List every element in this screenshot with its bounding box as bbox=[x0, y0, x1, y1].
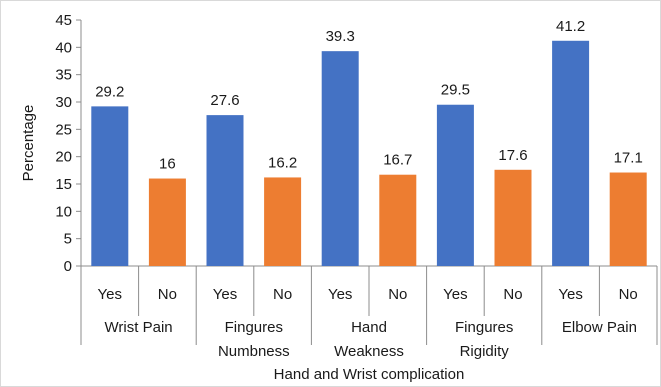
category-label: Yes bbox=[98, 286, 122, 303]
data-label: 16 bbox=[159, 156, 176, 173]
y-tick-label: 35 bbox=[55, 67, 72, 84]
bar-no bbox=[609, 172, 647, 266]
group-label: Hand bbox=[351, 319, 387, 336]
y-tick-label: 30 bbox=[55, 94, 72, 111]
plot-area: 0 5 10 15 20 25 30 35 40 45 29.2 Yes 16 No Wrist Pain 2… bbox=[55, 12, 658, 360]
y-tick-label: 15 bbox=[55, 176, 72, 193]
data-label: 41.2 bbox=[556, 18, 585, 35]
category-label: No bbox=[503, 286, 522, 303]
category-label: Yes bbox=[213, 286, 237, 303]
y-axis-title: Percentage bbox=[20, 105, 37, 182]
y-tick-label: 45 bbox=[55, 12, 72, 29]
data-label: 29.5 bbox=[441, 82, 470, 99]
group-label: Numbness bbox=[218, 343, 290, 360]
data-label: 29.2 bbox=[95, 83, 124, 100]
y-tick-label: 40 bbox=[55, 39, 72, 56]
group-label: Rigidity bbox=[460, 343, 510, 360]
category-label: No bbox=[273, 286, 292, 303]
group-label: Fingures bbox=[225, 319, 283, 336]
data-label: 16.2 bbox=[268, 154, 297, 171]
group-label: Elbow Pain bbox=[562, 319, 637, 336]
data-label: 17.6 bbox=[498, 147, 527, 164]
y-tick-label: 5 bbox=[64, 231, 72, 248]
bar-yes bbox=[436, 104, 474, 266]
group-label: Wrist Pain bbox=[105, 319, 173, 336]
category-label: No bbox=[619, 286, 638, 303]
bar-no bbox=[264, 177, 302, 266]
group-label: Weakness bbox=[334, 343, 404, 360]
category-label: Yes bbox=[558, 286, 582, 303]
data-label: 27.6 bbox=[210, 92, 239, 109]
bar-no bbox=[494, 169, 532, 266]
bar-yes bbox=[91, 106, 129, 266]
y-tick-label: 0 bbox=[64, 258, 72, 275]
y-tick-label: 10 bbox=[55, 203, 72, 220]
y-tick-label: 25 bbox=[55, 121, 72, 138]
x-axis-title: Hand and Wrist complication bbox=[274, 366, 465, 383]
category-label: Yes bbox=[328, 286, 352, 303]
data-label: 17.1 bbox=[614, 150, 643, 167]
y-tick-label: 20 bbox=[55, 149, 72, 166]
group-label: Fingures bbox=[455, 319, 513, 336]
bar-yes bbox=[206, 115, 244, 267]
data-label: 16.7 bbox=[383, 152, 412, 169]
data-label: 39.3 bbox=[326, 28, 355, 45]
bar-no bbox=[379, 174, 417, 266]
bar-no bbox=[148, 178, 186, 266]
category-label: No bbox=[388, 286, 407, 303]
bar-yes bbox=[552, 40, 590, 267]
category-label: Yes bbox=[443, 286, 467, 303]
category-label: No bbox=[158, 286, 177, 303]
bar-yes bbox=[321, 51, 359, 266]
